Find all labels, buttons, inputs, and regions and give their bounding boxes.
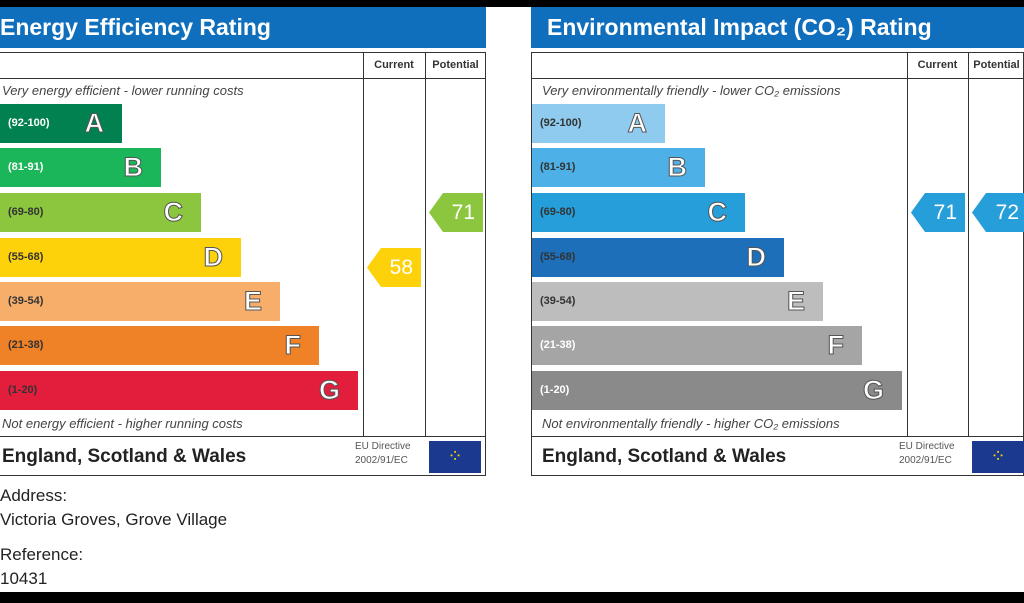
rating-band-b: (81-91) B	[532, 148, 705, 187]
footer: England, Scotland & Wales EU Directive 200…	[0, 436, 485, 476]
rating-band-a: (92-100) A	[532, 104, 665, 143]
column-header-current: Current	[907, 53, 968, 79]
eu-directive-line2: 2002/91/EC	[355, 455, 408, 466]
current-rating-arrow: 58	[367, 248, 421, 287]
band-range: (69-80)	[8, 206, 44, 218]
eu-directive-line1: EU Directive	[355, 441, 411, 452]
potential-rating-arrow: 72	[972, 193, 1024, 232]
potential-column-divider	[425, 53, 426, 436]
band-range: (21-38)	[540, 339, 576, 351]
potential-column-divider	[968, 53, 969, 436]
rating-band-c: (69-80) C	[532, 193, 745, 232]
top-caption: Very energy efficient - lower running co…	[2, 83, 244, 98]
bottom-caption: Not energy efficient - higher running co…	[2, 416, 243, 431]
energy-efficiency-panel: Energy Efficiency Rating Current Potential…	[0, 7, 487, 477]
band-range: (1-20)	[540, 384, 570, 396]
band-range: (92-100)	[8, 117, 50, 129]
band-range: (55-68)	[540, 251, 576, 263]
band-letter: E	[243, 286, 262, 317]
band-letter: A	[84, 108, 104, 139]
band-letter: F	[827, 330, 844, 361]
band-range: (39-54)	[540, 295, 576, 307]
band-letter: C	[707, 197, 727, 228]
rating-band-e: (39-54) E	[532, 282, 823, 321]
band-letter: A	[627, 108, 647, 139]
chart-title: Environmental Impact (CO₂) Rating	[531, 7, 1024, 48]
reference-label: Reference:	[0, 545, 84, 564]
rating-band-d: (55-68) D	[532, 238, 784, 277]
rating-band-g: (1-20) G	[0, 371, 358, 410]
band-letter: C	[163, 197, 183, 228]
column-header-potential: Potential	[425, 53, 486, 79]
band-range: (81-91)	[540, 161, 576, 173]
column-header-current: Current	[363, 53, 425, 79]
rating-table: Current Potential Very energy efficient - …	[0, 52, 486, 476]
current-rating-arrow: 71	[911, 193, 965, 232]
band-range: (1-20)	[8, 384, 38, 396]
band-letter: F	[284, 330, 301, 361]
current-column-divider	[363, 53, 364, 436]
band-letter: D	[203, 242, 223, 273]
band-letter: B	[123, 152, 143, 183]
current-column-divider	[907, 53, 908, 436]
address-label: Address:	[0, 486, 68, 505]
region-label: England, Scotland & Wales	[2, 446, 247, 467]
band-letter: E	[786, 286, 805, 317]
column-header-potential: Potential	[968, 53, 1024, 79]
rating-band-f: (21-38) F	[532, 326, 862, 365]
potential-rating-arrow: 71	[429, 193, 483, 232]
eu-flag-icon: ⁘	[972, 441, 1024, 473]
header-divider	[0, 78, 486, 79]
rating-band-f: (21-38) F	[0, 326, 319, 365]
chart-title: Energy Efficiency Rating	[0, 7, 486, 48]
eu-directive-line2: 2002/91/EC	[899, 455, 952, 466]
header-divider	[532, 78, 1024, 79]
band-range: (55-68)	[8, 251, 44, 263]
band-letter: D	[746, 242, 766, 273]
environmental-impact-panel: Environmental Impact (CO₂) Rating Current…	[531, 7, 1024, 477]
band-range: (21-38)	[8, 339, 44, 351]
band-letter: B	[667, 152, 687, 183]
eu-directive-line1: EU Directive	[899, 441, 955, 452]
rating-band-a: (92-100) A	[0, 104, 122, 143]
band-range: (69-80)	[540, 206, 576, 218]
top-caption: Very environmentally friendly - lower CO…	[542, 83, 841, 98]
band-letter: G	[318, 375, 340, 406]
band-letter: G	[862, 375, 884, 406]
rating-band-c: (69-80) C	[0, 193, 201, 232]
eu-flag-icon: ⁘	[429, 441, 481, 473]
top-border	[0, 0, 1024, 7]
rating-band-e: (39-54) E	[0, 282, 280, 321]
bottom-border	[0, 592, 1024, 603]
rating-table: Current Potential Very environmentally fri…	[531, 52, 1024, 476]
address-value: Victoria Groves, Grove Village	[0, 510, 228, 529]
band-range: (92-100)	[540, 117, 582, 129]
rating-band-d: (55-68) D	[0, 238, 241, 277]
footer: England, Scotland & Wales EU Directive 200…	[532, 436, 1024, 476]
bottom-caption: Not environmentally friendly - higher CO…	[542, 416, 840, 431]
band-range: (81-91)	[8, 161, 44, 173]
reference-value: 10431	[0, 569, 48, 588]
region-label: England, Scotland & Wales	[542, 446, 787, 467]
rating-band-g: (1-20) G	[532, 371, 902, 410]
band-range: (39-54)	[8, 295, 44, 307]
rating-band-b: (81-91) B	[0, 148, 161, 187]
